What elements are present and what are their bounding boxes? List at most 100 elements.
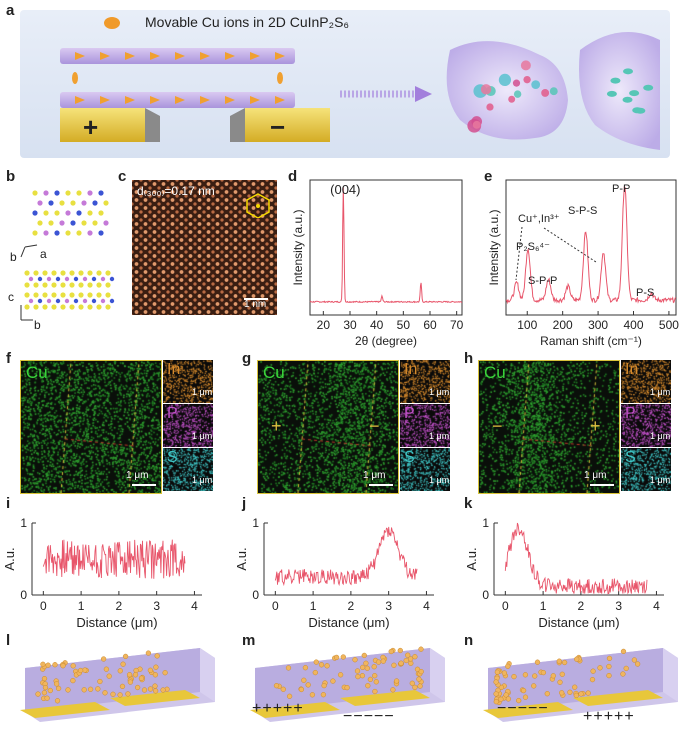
y-axis-title: Intensity (a.u.): [487, 209, 501, 285]
y-axis-title: Intensity (a.u.): [291, 209, 305, 285]
polarity-sign: −: [369, 416, 380, 436]
cu-ion: [557, 679, 563, 685]
annotation-arrow: [543, 227, 597, 263]
atom: [54, 190, 60, 196]
cu-ion: [42, 684, 49, 691]
cu-ion: [623, 665, 629, 672]
polarity-sign: +: [590, 416, 601, 436]
device-n-plus: +++++: [583, 708, 635, 725]
cu-ion: [44, 695, 50, 701]
atom: [103, 200, 109, 206]
atom: [98, 190, 104, 196]
cu-ion: [407, 656, 414, 662]
y-axis-title: A.u.: [2, 547, 17, 570]
atom: [109, 298, 115, 304]
crystal-structure: [20, 190, 115, 321]
raman-peak-label: P-P: [612, 183, 630, 195]
cu-ion: [154, 653, 160, 659]
cu-ion: [141, 687, 148, 693]
atom: [105, 270, 111, 276]
cu-ion: [606, 663, 612, 670]
atom: [42, 292, 48, 298]
cu-ion-marker: [125, 96, 135, 104]
panel-a-legend: Movable Cu ions in 2D CuInP₂S₆: [145, 14, 350, 30]
vesicle: [523, 75, 531, 84]
cu-ion: [55, 685, 62, 692]
cu-ion: [147, 667, 154, 673]
vesicle: [480, 84, 492, 95]
cu-ion-marker: [225, 52, 235, 60]
cu-ion: [606, 672, 612, 679]
element-label: In: [625, 361, 639, 378]
panel-label-h: h: [464, 350, 474, 367]
cu-ion-marker: [175, 52, 185, 60]
cu-ion: [162, 670, 168, 676]
profile-chart-i: 0 1 0 1 2 3 4 Distance (μm) A.u.: [2, 516, 202, 630]
atom: [42, 304, 48, 310]
profile-chart-k: 0 1 0 1 2 3 4 Distance (μm) A.u.: [464, 516, 664, 630]
scale-label: 1 μm: [650, 475, 671, 485]
atom: [60, 292, 66, 298]
cu-ion: [403, 657, 409, 664]
cu-ion: [391, 662, 397, 668]
cu-ion: [408, 660, 414, 666]
panel-label-a: a: [6, 2, 15, 19]
cu-ion: [578, 691, 584, 697]
cu-ion-marker: [250, 52, 260, 60]
cu-ion: [585, 690, 591, 696]
cu-ion: [412, 684, 418, 691]
atom: [32, 190, 38, 196]
cu-ion: [81, 687, 87, 693]
cu-ion: [87, 686, 94, 692]
cu-ion: [117, 668, 123, 674]
x-tick-label: 4: [653, 599, 660, 613]
cu-ion-marker: [150, 96, 160, 104]
legend-swatch: [105, 15, 125, 31]
atom: [103, 220, 109, 226]
cu-label: Cu: [263, 363, 285, 382]
eds-map-f: Cu 1 μm In 1 μm P 1 μm S 1 μm: [20, 360, 215, 494]
y-axis-title: A.u.: [234, 547, 249, 570]
cu-ion: [631, 657, 638, 663]
scale-bar: [244, 298, 268, 300]
cu-ion: [97, 678, 103, 685]
scale-bar: [132, 484, 156, 486]
x-tick-label: 3: [153, 599, 160, 613]
profile-chart-j: 0 1 0 1 2 3 4 Distance (μm) A.u.: [234, 516, 434, 630]
panel-label-d: d: [288, 168, 298, 185]
cu-ion: [280, 686, 286, 692]
x-tick-label: 4: [423, 599, 430, 613]
device-m: [250, 646, 445, 722]
cu-ion: [390, 687, 396, 693]
x-tick-label: 1: [310, 599, 317, 613]
atom: [87, 230, 93, 236]
x-tick-label: 2: [116, 599, 123, 613]
cu-ion: [556, 658, 562, 664]
cu-ion-icon: [104, 17, 120, 29]
migrating-ion: [277, 72, 283, 84]
cu-ion: [597, 665, 603, 671]
y-tick-label: 0: [482, 588, 489, 602]
x-tick-label: 1: [78, 599, 85, 613]
cu-ion: [285, 665, 292, 671]
atom: [43, 190, 49, 196]
spectrum-line: [309, 187, 463, 304]
receptor: [622, 96, 633, 103]
stem-image: [132, 180, 277, 315]
atom: [82, 298, 88, 304]
vesicle: [549, 87, 558, 96]
d-spacing-label: d₍₃₀₀₎=0.17 nm: [137, 184, 215, 198]
atom: [96, 304, 102, 310]
cu-ion: [110, 691, 116, 697]
cu-ion: [373, 679, 379, 685]
axis-b-label: b: [10, 250, 17, 264]
cu-ion: [153, 664, 159, 670]
atom: [78, 304, 84, 310]
cu-ion: [559, 671, 565, 677]
element-map: [400, 360, 450, 403]
cu-ion: [534, 659, 541, 665]
element-label: In: [167, 361, 181, 378]
x-tick-label: 40: [370, 318, 384, 332]
cu-ion: [305, 682, 311, 688]
signal-arrow: [340, 86, 432, 102]
